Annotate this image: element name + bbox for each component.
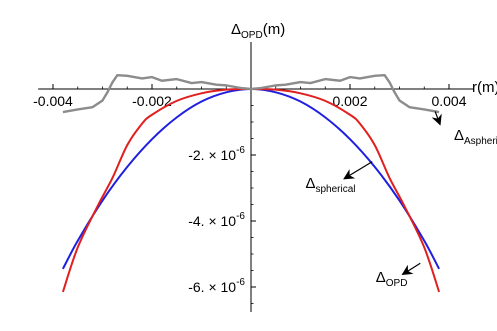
- x-tick-label: -0.004: [33, 93, 73, 109]
- annotation-spherical: Δspherical: [305, 175, 355, 195]
- y-axis-title-main: Δ: [231, 21, 241, 38]
- y-tick-label: -4. × 10-6: [188, 211, 245, 229]
- tick-group: -0.004 -0.002 0.002 0.004 -2. × 10-6 -4. × 10…: [33, 84, 467, 304]
- annotation-arrow-spherical: [343, 161, 373, 180]
- x-tick-label: 0.002: [332, 93, 367, 109]
- series-line-aspherica: [62, 73, 440, 114]
- y-axis-title-subscript: OPD: [241, 30, 263, 41]
- annotation-arrow-aspherica: [431, 111, 442, 126]
- x-axis-title: r(m): [472, 79, 497, 96]
- y-axis-title: ΔOPD(m): [231, 21, 285, 41]
- x-tick-label: -0.002: [132, 93, 172, 109]
- annotation-aspherica: ΔAspherica: [454, 127, 497, 147]
- x-tick-label: 0.004: [431, 93, 466, 109]
- y-tick-label: -2. × 10-6: [188, 145, 245, 163]
- series-layer: [61, 73, 441, 293]
- annotation-layer: ΔAspherica Δspherical ΔOPD: [305, 111, 497, 289]
- y-axis-title-unit: (m): [263, 21, 286, 38]
- annotation-arrow-opd: [401, 262, 421, 276]
- annotation-opd: ΔOPD: [376, 269, 408, 289]
- y-tick-label: -6. × 10-6: [188, 277, 245, 295]
